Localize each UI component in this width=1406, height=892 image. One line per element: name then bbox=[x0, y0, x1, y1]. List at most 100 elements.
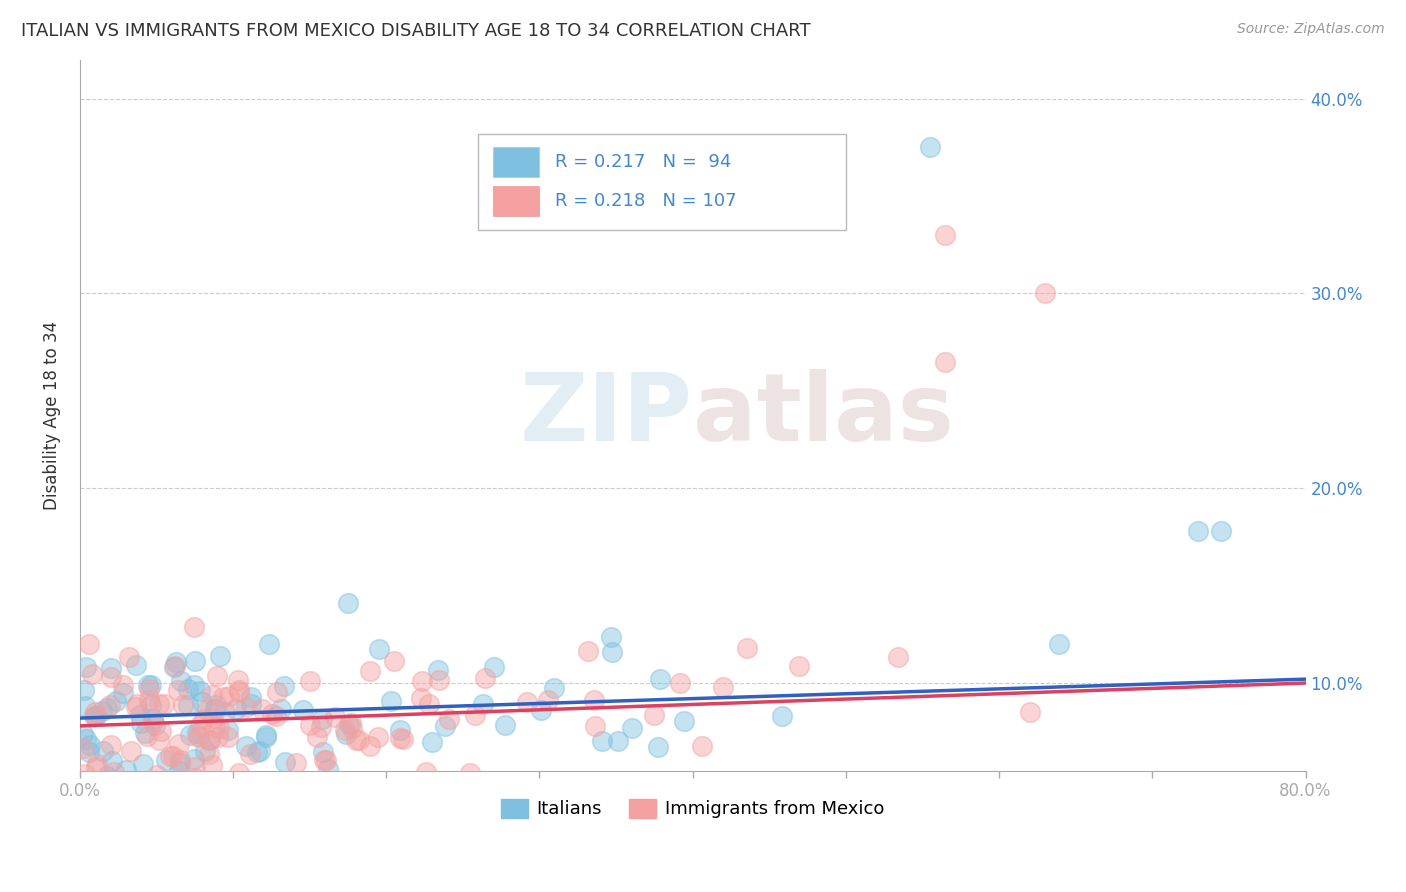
Point bbox=[163, 659, 186, 673]
Point bbox=[262, 707, 284, 722]
Point bbox=[188, 730, 211, 744]
Point bbox=[257, 637, 280, 651]
Point bbox=[111, 678, 134, 692]
Point bbox=[426, 663, 449, 677]
Point bbox=[118, 650, 141, 665]
Point bbox=[344, 732, 367, 747]
Point bbox=[111, 686, 134, 700]
Point bbox=[83, 709, 105, 723]
Point bbox=[184, 760, 207, 774]
Point bbox=[127, 697, 149, 711]
Point bbox=[543, 681, 565, 695]
Point bbox=[184, 771, 207, 785]
Point bbox=[482, 660, 505, 674]
Point bbox=[191, 695, 214, 709]
Point bbox=[77, 638, 100, 652]
Point bbox=[136, 678, 159, 692]
Point bbox=[415, 765, 437, 780]
Point bbox=[273, 756, 295, 770]
Point bbox=[138, 681, 160, 696]
Point bbox=[464, 708, 486, 723]
Point bbox=[335, 727, 357, 741]
Point bbox=[194, 744, 217, 758]
Point bbox=[80, 667, 103, 681]
Point bbox=[155, 753, 177, 767]
Point bbox=[100, 661, 122, 675]
Point bbox=[315, 753, 337, 767]
Text: R = 0.217   N =  94: R = 0.217 N = 94 bbox=[555, 153, 731, 171]
Point bbox=[83, 705, 105, 719]
Point bbox=[114, 763, 136, 777]
Point bbox=[312, 745, 335, 759]
Point bbox=[100, 739, 122, 753]
Point bbox=[72, 784, 94, 798]
Point bbox=[132, 756, 155, 771]
Point bbox=[337, 716, 360, 731]
Point bbox=[125, 699, 148, 714]
Point bbox=[337, 596, 360, 610]
Point bbox=[193, 712, 215, 726]
Point bbox=[73, 682, 96, 697]
Point bbox=[169, 756, 191, 771]
Point bbox=[240, 690, 263, 704]
Point bbox=[103, 765, 125, 780]
Point bbox=[309, 720, 332, 734]
Point bbox=[380, 694, 402, 708]
Point bbox=[201, 688, 224, 702]
Point bbox=[770, 708, 793, 723]
Point bbox=[620, 721, 643, 735]
Point bbox=[205, 669, 228, 683]
Point bbox=[427, 673, 450, 687]
Point bbox=[690, 739, 713, 754]
Point bbox=[218, 730, 240, 744]
Point bbox=[72, 741, 94, 756]
Point bbox=[607, 734, 630, 748]
Point bbox=[183, 752, 205, 766]
Point bbox=[1018, 705, 1040, 719]
Point bbox=[207, 731, 229, 745]
Point bbox=[266, 685, 288, 699]
Bar bbox=[494, 147, 540, 177]
Point bbox=[249, 744, 271, 758]
Point bbox=[240, 697, 263, 711]
Point bbox=[235, 739, 257, 753]
Point bbox=[84, 709, 107, 723]
Point bbox=[537, 693, 560, 707]
Point bbox=[311, 712, 333, 726]
Point bbox=[250, 702, 273, 716]
Point bbox=[273, 679, 295, 693]
Point bbox=[887, 649, 910, 664]
Point bbox=[149, 724, 172, 739]
Point bbox=[217, 723, 239, 737]
Point bbox=[96, 700, 118, 714]
Point bbox=[107, 799, 129, 814]
Point bbox=[672, 714, 695, 729]
Point bbox=[437, 712, 460, 726]
Point bbox=[198, 733, 221, 747]
Point bbox=[576, 644, 599, 658]
Text: ZIP: ZIP bbox=[520, 369, 693, 461]
Point bbox=[188, 718, 211, 732]
Point bbox=[225, 702, 247, 716]
Point bbox=[388, 731, 411, 746]
Point bbox=[298, 718, 321, 732]
Point bbox=[920, 140, 942, 154]
Y-axis label: Disability Age 18 to 34: Disability Age 18 to 34 bbox=[44, 320, 60, 509]
Point bbox=[72, 727, 94, 741]
Point bbox=[591, 734, 613, 748]
Point bbox=[135, 729, 157, 743]
Point bbox=[208, 722, 231, 736]
Point bbox=[120, 744, 142, 758]
Point bbox=[305, 731, 328, 745]
Point bbox=[177, 698, 200, 712]
Point bbox=[128, 708, 150, 723]
Point bbox=[91, 744, 114, 758]
Point bbox=[134, 726, 156, 740]
Point bbox=[583, 719, 606, 733]
Point bbox=[342, 721, 364, 735]
Point bbox=[359, 739, 381, 754]
Point bbox=[129, 716, 152, 731]
Point bbox=[368, 642, 391, 657]
Point bbox=[458, 765, 481, 780]
Point bbox=[159, 749, 181, 764]
